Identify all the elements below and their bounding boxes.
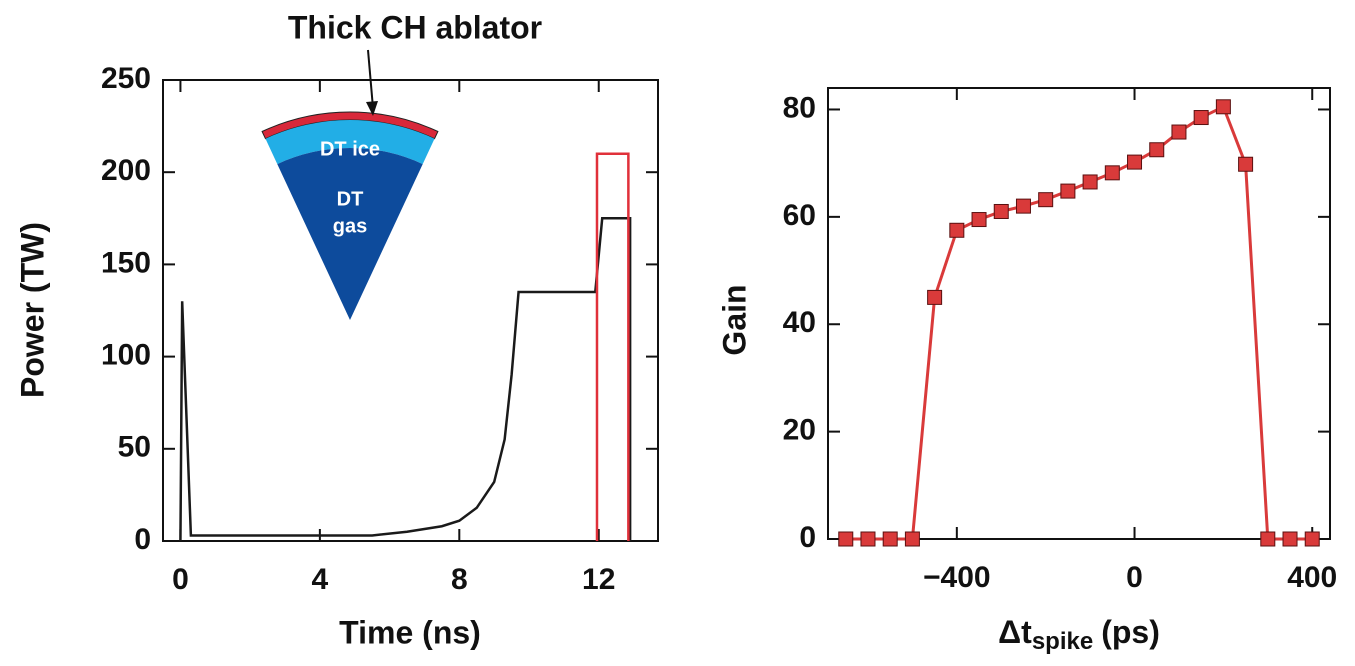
data-point: [1038, 192, 1054, 208]
data-point: [1238, 156, 1254, 172]
data-point: [949, 222, 965, 238]
data-point: [1304, 531, 1320, 547]
data-point: [904, 531, 920, 547]
data-point: [1104, 165, 1120, 181]
arrow-head: [366, 101, 378, 116]
y-axis-label: Power (TW): [14, 222, 50, 398]
data-point: [1060, 183, 1076, 199]
x-tick-label: 0: [172, 563, 189, 596]
data-point: [1015, 198, 1031, 214]
annotation: Thick CH ablator: [288, 9, 542, 45]
plot-frame: [162, 79, 659, 542]
y-tick-label: 0: [134, 523, 151, 556]
data-point: [1260, 531, 1276, 547]
y-tick-label: 150: [101, 246, 151, 279]
y-tick-label: 200: [101, 154, 151, 187]
data-point: [993, 203, 1009, 219]
plot-frame: [827, 87, 1331, 540]
data-point: [1127, 154, 1143, 170]
data-point: [1082, 174, 1098, 190]
x-axis-label: Time (ns): [339, 614, 481, 650]
x-tick-label: 12: [582, 563, 615, 596]
x-tick-label: 4: [312, 563, 329, 596]
data-line: [595, 152, 630, 541]
annotation: DT: [337, 188, 364, 210]
y-tick-label: 80: [783, 91, 816, 124]
y-tick-label: 50: [118, 431, 151, 464]
y-tick-label: 250: [101, 62, 151, 95]
data-line: [179, 217, 632, 542]
y-tick-label: 60: [783, 199, 816, 232]
data-point: [1149, 142, 1165, 158]
y-tick-label: 20: [783, 414, 816, 447]
data-line: [845, 104, 1313, 541]
ice-layer: [265, 119, 435, 165]
annotation: gas: [333, 215, 367, 237]
annotation: DT ice: [320, 138, 380, 160]
x-tick-label: −400: [923, 561, 991, 594]
data-point: [927, 289, 943, 305]
x-label-unit: (ps): [1101, 614, 1160, 650]
data-point: [1171, 124, 1187, 140]
data-point: [1193, 110, 1209, 126]
gas-region: [277, 147, 423, 320]
x-label-sub: spike: [1032, 628, 1093, 655]
x-tick-label: 400: [1287, 561, 1337, 594]
x-tick-label: 0: [1126, 561, 1143, 594]
y-tick-label: 100: [101, 339, 151, 372]
x-label-main: Δt: [998, 614, 1032, 650]
y-tick-label: 0: [799, 521, 816, 554]
data-point: [971, 212, 987, 228]
y-tick-label: 40: [783, 306, 816, 339]
x-tick-label: 8: [451, 563, 468, 596]
data-point: [1215, 99, 1231, 115]
data-point: [882, 531, 898, 547]
data-point: [1282, 531, 1298, 547]
data-point: [838, 531, 854, 547]
y-axis-label: Gain: [716, 284, 752, 355]
x-axis-label: Δtspike (ps): [998, 614, 1160, 655]
data-point: [860, 531, 876, 547]
